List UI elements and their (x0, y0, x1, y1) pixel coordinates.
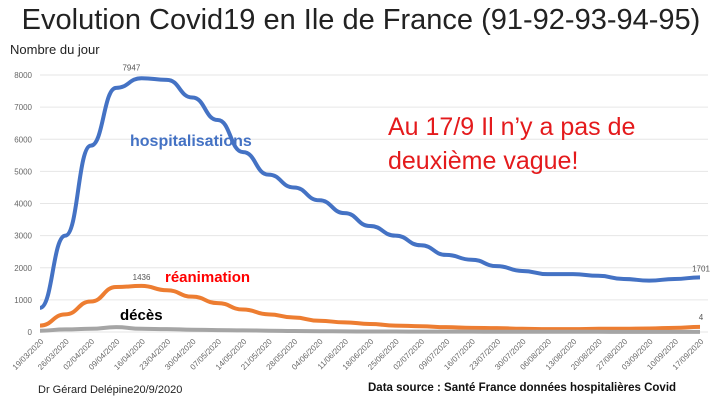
y-tick-label: 3000 (14, 232, 32, 241)
y-tick-label: 2000 (14, 264, 32, 273)
y-tick-label: 6000 (14, 135, 32, 144)
y-tick-label: 7000 (14, 103, 32, 112)
series-label: hospitalisations (130, 133, 252, 150)
series-label: décès (120, 307, 163, 324)
series-label: réanimation (165, 269, 250, 286)
y-tick-label: 5000 (14, 167, 32, 176)
y-tick-label: 8000 (14, 71, 32, 80)
author-credit: Dr Gérard Delépine20/9/2020 (38, 384, 183, 396)
annotation: Au 17/9 Il n’y a pas de deuxième vague! (388, 113, 636, 175)
series-line-0 (39, 76, 701, 310)
data-source: Data source : Santé France données hospi… (368, 382, 677, 394)
peak-data-label: 1436 (133, 273, 151, 282)
chart-title: Evolution Covid19 en Ile de France (91-9… (21, 4, 701, 36)
y-axis-label: Nombre du jour (10, 42, 100, 57)
y-tick-label: 1000 (14, 296, 32, 305)
peak-data-label: 7947 (122, 64, 140, 73)
end-data-label: 4 (699, 313, 704, 322)
end-data-label: 1701 (692, 264, 710, 273)
y-tick-label: 0 (28, 328, 33, 337)
y-tick-label: 4000 (14, 200, 32, 209)
